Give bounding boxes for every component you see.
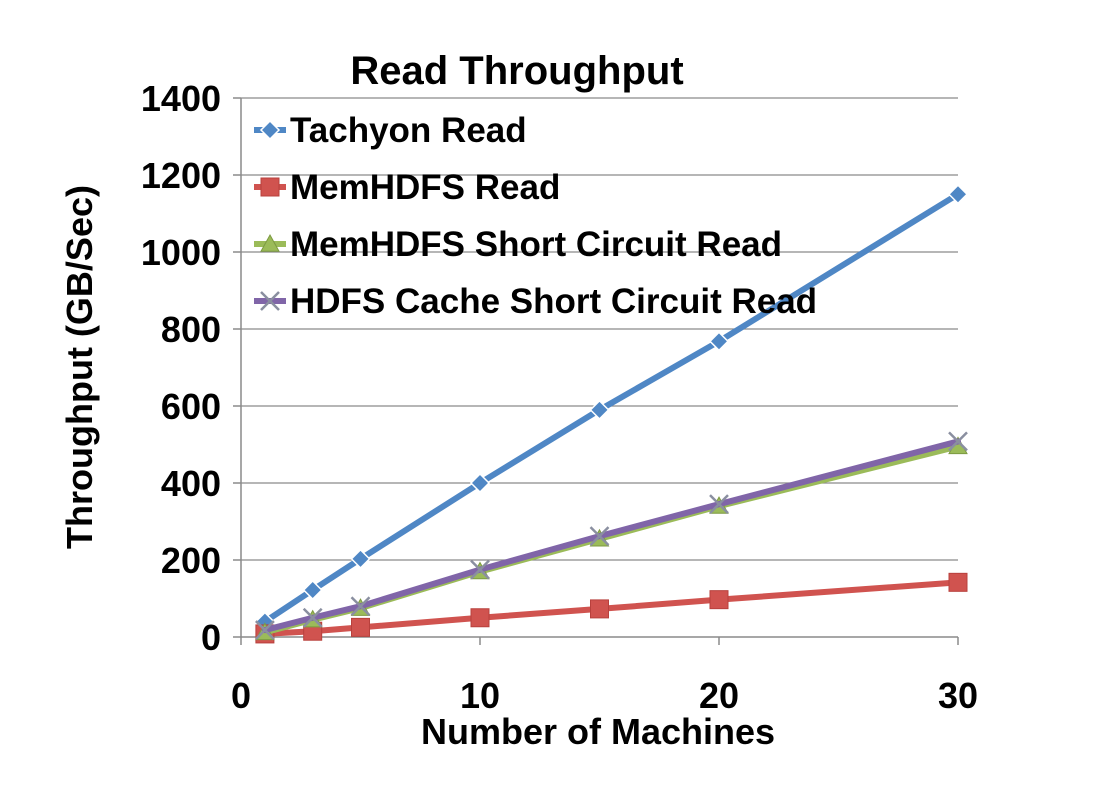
square-marker: [948, 572, 968, 592]
legend-item: MemHDFS Read: [254, 168, 560, 207]
x-marker: [260, 291, 280, 311]
legend-item: MemHDFS Short Circuit Read: [254, 225, 782, 264]
x-marker: [948, 431, 968, 452]
y-axis-label: Throughput (GB/Sec): [59, 185, 100, 549]
legend-label: Tachyon Read: [290, 111, 527, 150]
series-0: [254, 184, 969, 632]
square-marker: [260, 177, 280, 197]
x-marker: [470, 559, 490, 580]
x-marker: [350, 596, 371, 617]
legend-label: MemHDFS Read: [290, 168, 560, 207]
x-axis-label: Number of Machines: [421, 711, 775, 752]
diamond-marker: [302, 579, 323, 601]
x-marker: [589, 526, 610, 547]
series-layer: [254, 184, 969, 644]
diamond-marker: [469, 472, 491, 494]
y-tick-label: 1200: [141, 155, 221, 196]
series-1: [255, 572, 968, 644]
legend: Tachyon Read MemHDFS Read MemHDFS Short Ci…: [254, 111, 817, 321]
series-3: [255, 431, 968, 640]
chart-title: Read Throughput: [350, 49, 683, 93]
y-tick-label: 0: [201, 617, 221, 658]
x-tick-labels: 0 10 20 30: [231, 675, 978, 716]
y-tick-label: 400: [161, 463, 221, 504]
x-tick-label: 30: [938, 675, 978, 716]
square-marker: [590, 599, 609, 619]
x-tick-label: 10: [460, 675, 500, 716]
x-marker: [709, 494, 729, 515]
x-tick-label: 20: [699, 675, 739, 716]
diamond-marker: [589, 399, 610, 420]
square-marker: [470, 608, 490, 628]
legend-item: Tachyon Read: [254, 111, 527, 150]
y-tick-labels: 0 200 400 600 800 1000 1200 1400: [141, 78, 221, 658]
y-tick-label: 800: [161, 309, 221, 350]
diamond-marker: [259, 119, 281, 141]
x-marker: [255, 620, 275, 640]
y-tick-label: 200: [161, 540, 221, 581]
legend-item: HDFS Cache Short Circuit Read: [254, 282, 817, 321]
series-line: [261, 438, 961, 634]
square-marker: [709, 590, 729, 610]
square-marker: [351, 617, 370, 637]
y-tick-label: 600: [161, 386, 221, 427]
x-marker: [302, 607, 323, 628]
x-tick-label: 0: [231, 675, 251, 716]
y-tick-label: 1400: [141, 78, 221, 119]
y-tick-label: 1000: [141, 232, 221, 273]
triangle-marker: [260, 233, 280, 252]
legend-label: HDFS Cache Short Circuit Read: [290, 282, 817, 321]
legend-label: MemHDFS Short Circuit Read: [290, 225, 782, 264]
diamond-marker: [947, 184, 969, 205]
diamond-marker: [708, 331, 730, 352]
axes: [233, 97, 959, 645]
diamond-marker: [350, 548, 371, 569]
